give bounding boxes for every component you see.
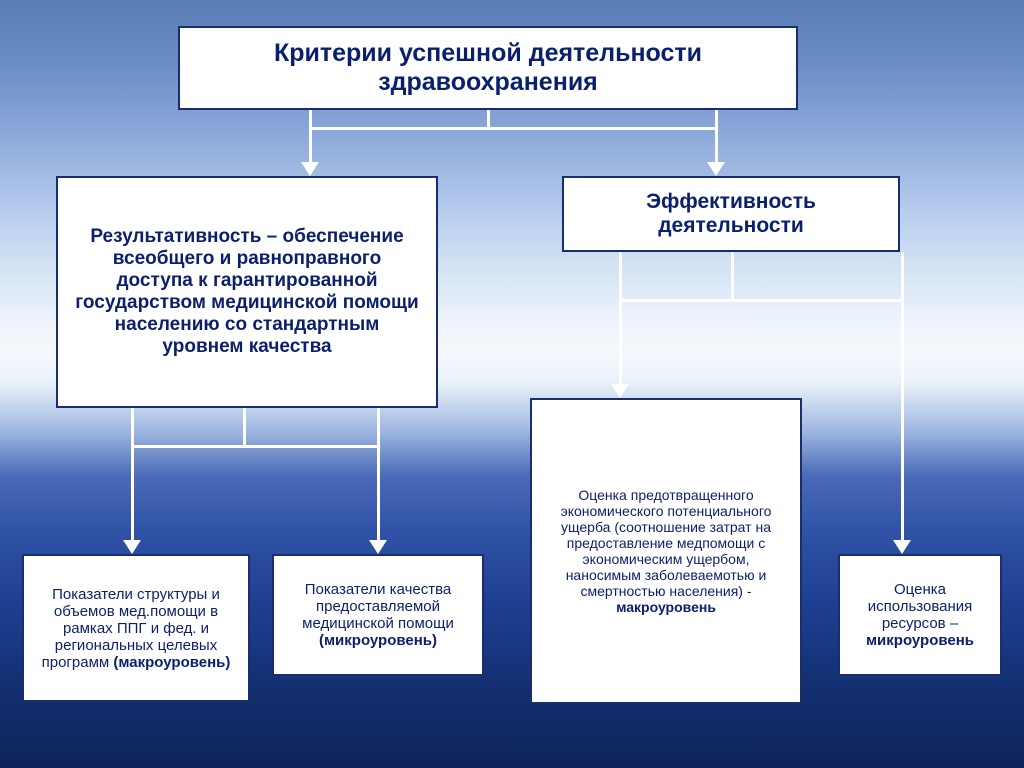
leaf-box-l4: Оценка использования ресурсов – микроуро… <box>838 554 1002 676</box>
connector-left-h <box>132 445 378 448</box>
level2-left-text: Результативность – обеспечение всеобщего… <box>72 226 422 358</box>
leaf-box-l1: Показатели структуры и объемов мед.помощ… <box>22 554 250 702</box>
leaf-box-l3: Оценка предотвращенного экономического п… <box>530 398 802 704</box>
arrow-right-to-leaf3-line <box>619 252 622 386</box>
connector-top-vstub <box>487 110 490 128</box>
leaf-l4-pre: Оценка использования ресурсов – <box>868 581 973 632</box>
level2-left-box: Результативность – обеспечение всеобщего… <box>56 176 438 408</box>
arrow-title-to-right-line <box>715 110 718 164</box>
leaf-l3-bold: макроуровень <box>616 599 716 615</box>
arrow-title-to-right-head <box>707 162 725 176</box>
title-box: Критерии успешной деятельности здравоохр… <box>178 26 798 110</box>
arrow-left-to-leaf1-head <box>123 540 141 554</box>
connector-left-vstub <box>243 408 246 446</box>
arrow-right-to-leaf4-head <box>893 540 911 554</box>
arrow-right-to-leaf4-line <box>901 252 904 542</box>
arrow-left-to-leaf2-head <box>369 540 387 554</box>
arrow-title-to-left-head <box>301 162 319 176</box>
arrow-right-to-leaf3-head <box>611 384 629 398</box>
title-text: Критерии успешной деятельности здравоохр… <box>194 39 782 97</box>
connector-right-vstub <box>731 252 734 300</box>
leaf-l1-bold: (макроуровень) <box>113 654 230 671</box>
leaf-l2-pre: Показатели качества предоставляемой меди… <box>302 581 454 632</box>
arrow-title-to-left-line <box>309 110 312 164</box>
arrow-left-to-leaf2-line <box>377 408 380 542</box>
connector-right-h <box>620 299 902 302</box>
level2-right-box: Эффективность деятельности <box>562 176 900 252</box>
leaf-l4-bold: микроуровень <box>866 632 974 649</box>
leaf-l2-bold: (микроуровень) <box>319 632 437 649</box>
leaf-l3-pre: Оценка предотвращенного экономического п… <box>561 487 772 599</box>
connector-top-h <box>310 127 716 130</box>
leaf-box-l2: Показатели качества предоставляемой меди… <box>272 554 484 676</box>
arrow-left-to-leaf1-line <box>131 408 134 542</box>
level2-right-text: Эффективность деятельности <box>578 190 884 238</box>
